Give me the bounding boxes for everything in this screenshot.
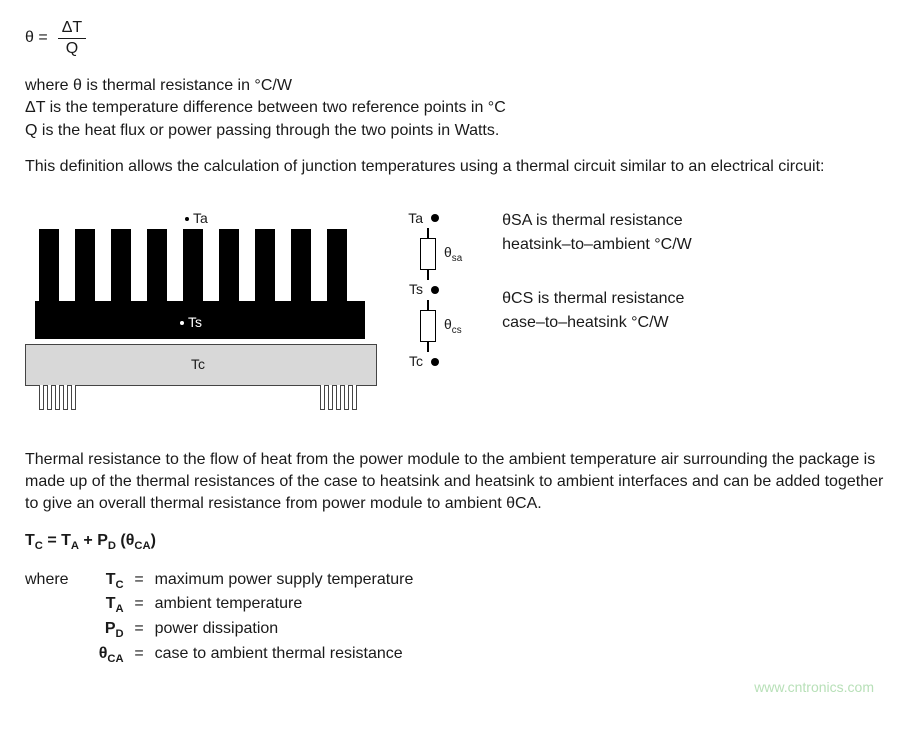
- figure-row: Ta Ts Tc: [25, 199, 884, 419]
- equation-theta: θ = ΔT Q: [25, 20, 884, 57]
- final-definitions: TC=maximum power supply temperatureTA=am…: [89, 569, 414, 668]
- heatsink-diagram: Ta Ts Tc: [25, 199, 365, 419]
- para-definition: This definition allows the calculation o…: [25, 156, 884, 178]
- intro-def-2: ΔT is the temperature difference between…: [25, 97, 884, 119]
- label-ta: Ta: [185, 209, 208, 229]
- resistor-cs: θcs: [420, 310, 462, 342]
- node-ts: Ts: [405, 280, 439, 300]
- node-ta: Ta: [405, 209, 439, 229]
- label-tc: Tc: [191, 355, 205, 375]
- resistance-descriptions: θSA is thermal resistance heatsink–to–am…: [502, 209, 692, 335]
- resistor-sa: θsa: [420, 238, 462, 270]
- para-thermal-resistance: Thermal resistance to the flow of heat f…: [25, 449, 884, 516]
- def-row: TC=maximum power supply temperature: [89, 569, 414, 594]
- def-row: PD=power dissipation: [89, 618, 414, 643]
- def-row: TA=ambient temperature: [89, 593, 414, 618]
- desc-theta-cs: θCS is thermal resistance case–to–heatsi…: [502, 287, 692, 335]
- where-block: where TC=maximum power supply temperatur…: [25, 569, 884, 668]
- equation-tc: TC = TA + PD (θCA): [25, 530, 884, 555]
- intro-def-3: Q is the heat flux or power passing thro…: [25, 120, 884, 142]
- where-label: where: [25, 569, 69, 591]
- def-row: θCA=case to ambient thermal resistance: [89, 643, 414, 668]
- eq-lhs: θ =: [25, 27, 48, 49]
- label-ts: Ts: [180, 313, 202, 333]
- denominator: Q: [62, 39, 82, 57]
- watermark: www.cntronics.com: [25, 678, 884, 698]
- desc-theta-sa: θSA is thermal resistance heatsink–to–am…: [502, 209, 692, 257]
- numerator: ΔT: [58, 20, 86, 39]
- intro-def-1: where θ is thermal resistance in °C/W: [25, 75, 884, 97]
- node-tc: Tc: [405, 352, 439, 372]
- fraction-dt-q: ΔT Q: [58, 20, 86, 57]
- thermal-circuit: Ta θsa Ts θcs Tc: [405, 209, 462, 372]
